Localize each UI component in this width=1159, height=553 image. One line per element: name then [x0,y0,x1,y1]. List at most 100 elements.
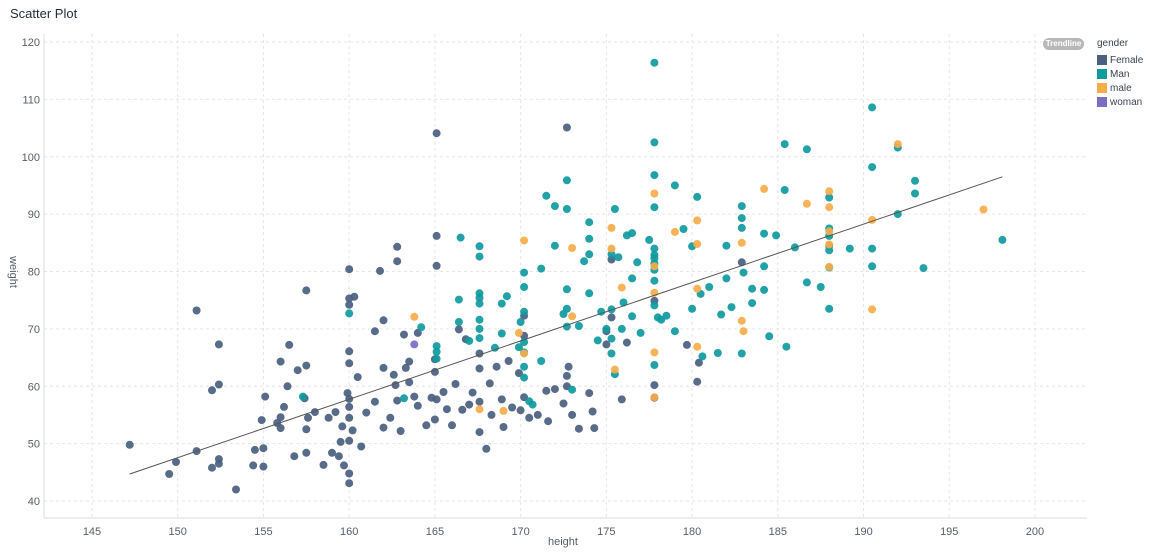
data-point[interactable] [760,229,769,238]
data-point[interactable] [348,426,357,435]
data-point[interactable] [475,252,484,261]
data-point[interactable] [650,361,659,369]
data-point[interactable] [492,362,501,371]
data-point[interactable] [650,189,659,198]
data-point[interactable] [825,203,834,212]
data-point[interactable] [520,307,529,316]
data-point[interactable] [650,276,659,285]
data-point[interactable] [802,278,811,287]
data-point[interactable] [650,381,659,390]
data-point[interactable] [628,312,637,321]
data-point[interactable] [607,244,616,253]
data-point[interactable] [737,214,746,223]
data-point[interactable] [302,361,311,370]
data-point[interactable] [516,406,525,415]
data-point[interactable] [345,436,354,445]
data-point[interactable] [564,362,573,371]
data-point[interactable] [590,424,599,433]
data-point[interactable] [585,289,594,298]
data-point[interactable] [393,257,402,266]
data-point[interactable] [772,231,781,240]
data-point[interactable] [825,262,834,271]
data-point[interactable] [302,448,311,457]
data-point[interactable] [276,424,285,433]
data-point[interactable] [520,362,529,371]
data-point[interactable] [432,354,441,363]
data-point[interactable] [574,424,583,433]
data-point[interactable] [285,340,294,349]
data-point[interactable] [422,421,431,430]
data-point[interactable] [550,385,559,394]
data-point[interactable] [432,129,441,138]
data-point[interactable] [782,342,791,351]
data-point[interactable] [357,442,366,451]
data-point[interactable] [682,340,691,349]
data-point[interactable] [574,322,583,330]
data-point[interactable] [413,401,422,410]
data-point[interactable] [610,205,619,213]
data-point[interactable] [562,176,571,185]
data-point[interactable] [456,233,465,242]
data-point[interactable] [760,262,769,271]
data-point[interactable] [650,348,659,357]
data-point[interactable] [475,289,484,298]
data-point[interactable] [475,428,484,437]
data-point[interactable] [670,227,679,236]
data-point[interactable] [432,231,441,240]
data-point[interactable] [448,421,456,430]
data-point[interactable] [283,382,292,391]
data-point[interactable] [504,357,513,365]
data-point[interactable] [622,338,631,347]
data-point[interactable] [825,246,834,255]
data-point[interactable] [214,340,223,349]
data-point[interactable] [688,304,697,313]
data-point[interactable] [607,305,616,314]
data-point[interactable] [816,283,825,291]
data-point[interactable] [722,274,731,283]
data-point[interactable] [679,225,688,233]
data-point[interactable] [607,250,616,259]
data-point[interactable] [617,395,626,404]
data-point[interactable] [559,399,568,408]
data-point[interactable] [911,189,919,198]
data-point[interactable] [633,258,642,267]
data-point[interactable] [410,392,419,401]
data-point[interactable] [717,310,726,319]
data-point[interactable] [670,181,679,190]
data-point[interactable] [345,402,354,411]
data-point[interactable] [562,205,571,213]
data-point[interactable] [542,191,551,200]
data-point[interactable] [487,410,496,419]
data-point[interactable] [499,423,508,431]
data-point[interactable] [520,283,529,291]
data-point[interactable] [550,202,559,211]
data-point[interactable] [585,389,594,398]
data-point[interactable] [499,406,508,415]
data-point[interactable] [516,318,525,326]
data-point[interactable] [580,257,589,266]
data-point[interactable] [670,327,679,336]
data-point[interactable] [760,285,769,294]
data-point[interactable] [350,292,359,301]
data-point[interactable] [550,241,559,250]
data-point[interactable] [345,309,354,318]
data-point[interactable] [514,328,523,337]
data-point[interactable] [386,413,395,422]
data-point[interactable] [319,460,328,469]
data-point[interactable] [370,327,379,336]
data-point[interactable] [250,445,259,454]
data-point[interactable] [475,299,484,308]
data-point[interactable] [214,380,223,389]
data-point[interactable] [544,417,553,426]
data-point[interactable] [468,388,477,397]
data-point[interactable] [417,323,426,332]
data-point[interactable] [650,171,659,180]
data-point[interactable] [475,364,484,373]
data-point[interactable] [393,242,402,251]
data-point[interactable] [482,444,491,453]
data-point[interactable] [802,199,811,208]
data-point[interactable] [528,400,537,409]
data-point[interactable] [693,216,702,225]
data-point[interactable] [780,140,789,149]
legend-item-man[interactable]: Man [1097,67,1143,81]
